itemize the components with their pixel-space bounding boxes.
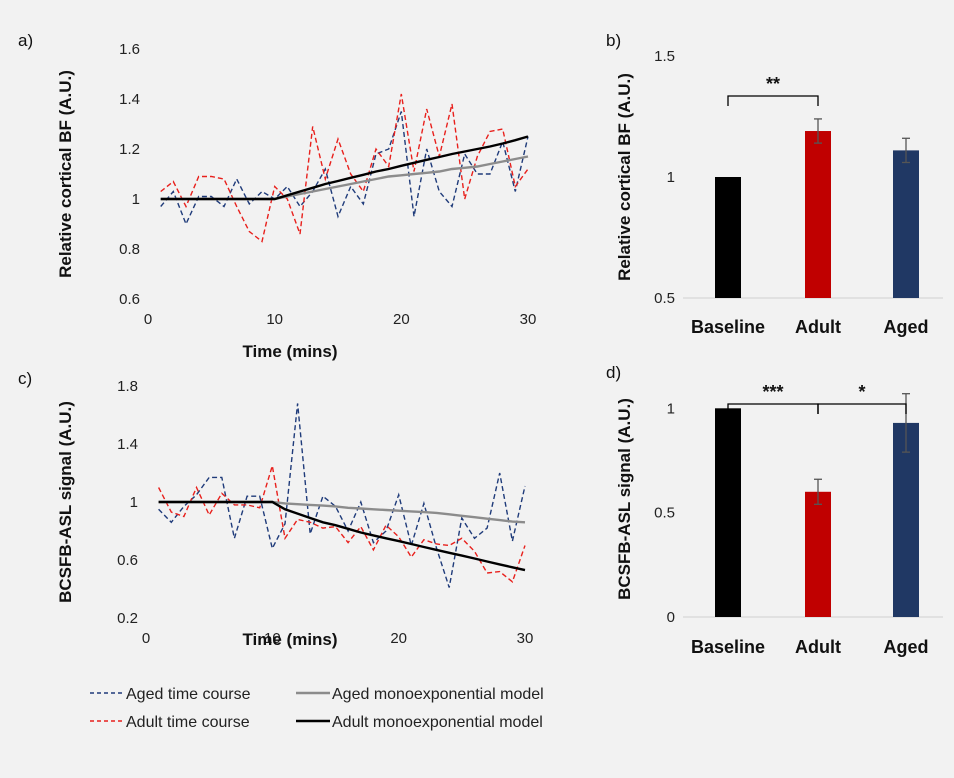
- x-tick-label: 0: [142, 630, 150, 647]
- y-tick-label: 0.6: [117, 552, 138, 569]
- x-axis-title: Time (mins): [242, 342, 337, 361]
- category-label: Aged: [884, 317, 929, 337]
- panel-letter: b): [606, 31, 621, 50]
- panel-letter: a): [18, 31, 33, 50]
- x-tick-label: 10: [264, 630, 281, 647]
- series-line-aged-time-course: [160, 111, 529, 226]
- y-tick-label: 1: [130, 494, 138, 511]
- significance-label: *: [858, 382, 865, 402]
- significance-bracket: [817, 403, 907, 414]
- series-line-adult-time-course: [157, 465, 526, 583]
- y-tick-label: 1: [667, 400, 675, 417]
- series-line-aged-time-course: [158, 403, 526, 588]
- bar-aged: [893, 422, 919, 617]
- y-tick-label: 1.4: [119, 91, 140, 108]
- significance-bracket: [727, 95, 819, 106]
- y-tick-label: 1.4: [117, 436, 138, 453]
- x-tick-label: 0: [144, 311, 152, 328]
- category-label: Adult: [795, 317, 841, 337]
- x-axis-title: Time (mins): [242, 630, 337, 649]
- y-tick-label: 0.8: [119, 241, 140, 258]
- y-tick-label: 1: [132, 191, 140, 208]
- x-tick-label: 20: [393, 311, 410, 328]
- y-tick-label: 1.6: [119, 41, 140, 58]
- y-tick-label: 1.5: [654, 48, 675, 65]
- y-tick-label: 1.2: [119, 141, 140, 158]
- panel-letter: c): [18, 369, 32, 388]
- y-axis-title: Relative cortical BF (A.U.): [615, 73, 634, 281]
- x-tick-label: 10: [266, 311, 283, 328]
- significance-label: ***: [762, 382, 783, 402]
- y-axis-title: BCSFB-ASL signal (A.U.): [56, 401, 75, 603]
- significance-bracket: [727, 403, 819, 414]
- bar-baseline: [715, 408, 741, 617]
- y-tick-label: 0.5: [654, 290, 675, 307]
- category-label: Adult: [795, 637, 841, 657]
- series-line-adult-time-course: [160, 93, 529, 243]
- x-tick-label: 20: [390, 630, 407, 647]
- category-label: Baseline: [691, 317, 765, 337]
- y-tick-label: 0.2: [117, 610, 138, 627]
- y-tick-label: 0: [667, 609, 675, 626]
- legend-label: Aged monoexponential model: [332, 686, 544, 703]
- bar-adult: [805, 491, 831, 617]
- x-tick-label: 30: [520, 311, 537, 328]
- series-line-adult-monoexponential-model: [160, 135, 529, 201]
- significance-label: **: [766, 74, 780, 94]
- bar-aged: [893, 150, 919, 298]
- x-tick-label: 30: [517, 630, 534, 647]
- legend-label: Adult time course: [126, 714, 250, 731]
- y-tick-label: 1: [667, 169, 675, 186]
- category-label: Baseline: [691, 637, 765, 657]
- legend-label: Adult monoexponential model: [332, 714, 543, 731]
- panel-letter: d): [606, 363, 621, 382]
- category-label: Aged: [884, 637, 929, 657]
- series-line-adult-monoexponential-model: [158, 500, 526, 572]
- series-line-aged-monoexponential-model: [160, 155, 529, 201]
- y-tick-label: 0.6: [119, 291, 140, 308]
- y-axis-title: Relative cortical BF (A.U.): [56, 70, 75, 278]
- y-tick-label: 1.8: [117, 378, 138, 395]
- bar-adult: [805, 131, 831, 298]
- legend-label: Aged time course: [126, 686, 251, 703]
- bar-baseline: [715, 177, 741, 298]
- y-axis-title: BCSFB-ASL signal (A.U.): [615, 398, 634, 600]
- y-tick-label: 0.5: [654, 505, 675, 522]
